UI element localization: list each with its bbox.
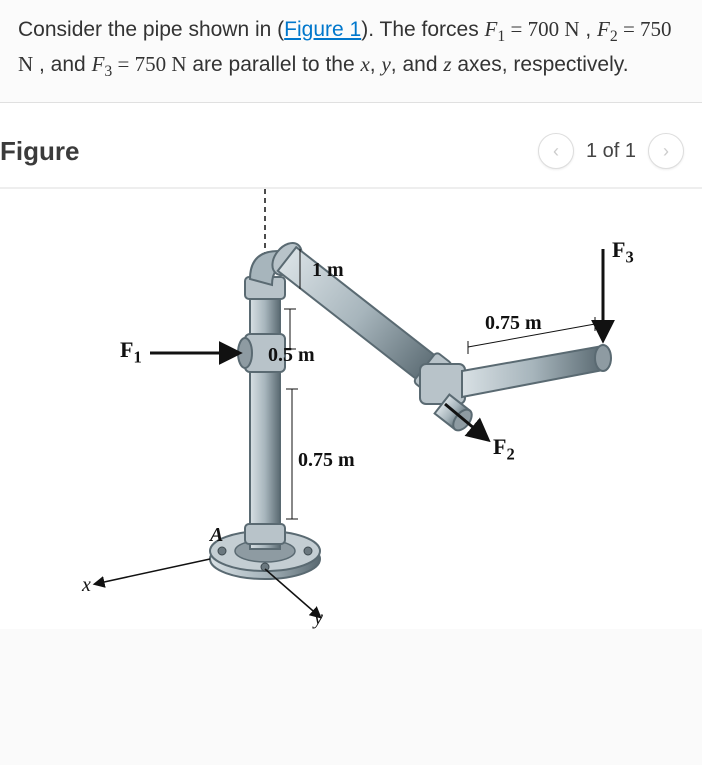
dim-075m-horiz: 0.75 m — [485, 312, 542, 335]
next-figure-button[interactable]: › — [648, 133, 684, 169]
label-f1: F1 — [120, 337, 142, 367]
figure-link[interactable]: Figure 1 — [284, 18, 361, 41]
chevron-right-icon: › — [663, 141, 669, 162]
axis-y-label: y — [314, 607, 323, 630]
sep1: , — [580, 18, 598, 41]
figure-section: Figure ‹ 1 of 1 › — [0, 103, 702, 629]
figure-title: Figure — [0, 136, 79, 167]
c1: , — [370, 53, 382, 76]
prev-figure-button[interactable]: ‹ — [538, 133, 574, 169]
chevron-left-icon: ‹ — [553, 141, 559, 162]
label-f3: F3 — [612, 237, 634, 267]
f2-sub: 2 — [610, 28, 618, 45]
sep2: , and — [33, 53, 91, 76]
problem-text-2: ). The forces — [361, 18, 484, 41]
figure-canvas: F1 F2 F3 1 m 0.5 m 0.75 m 0.75 m A x y — [0, 189, 702, 629]
problem-text-1: Consider the pipe shown in ( — [18, 18, 284, 41]
f3-val: = 750 N — [112, 52, 186, 76]
figure-header: Figure ‹ 1 of 1 › — [0, 133, 702, 189]
f1-val: = 700 N — [505, 17, 579, 41]
dim-05m: 0.5 m — [268, 344, 315, 367]
point-a: A — [210, 524, 223, 547]
problem-text-3: are parallel to the — [187, 53, 361, 76]
axis-y: y — [381, 52, 390, 76]
pipe-diagram — [0, 189, 702, 629]
figure-pager: ‹ 1 of 1 › — [538, 133, 684, 169]
dim-1m: 1 m — [312, 259, 344, 282]
axis-x: x — [360, 52, 369, 76]
f1-var: F — [485, 17, 498, 41]
problem-tail: axes, respectively. — [452, 53, 629, 76]
axis-z: z — [443, 52, 451, 76]
f3-var: F — [92, 52, 105, 76]
dim-075m-vert: 0.75 m — [298, 449, 355, 472]
problem-statement: Consider the pipe shown in (Figure 1). T… — [0, 0, 702, 103]
axis-x-label: x — [82, 574, 91, 597]
pager-text: 1 of 1 — [586, 140, 636, 163]
c2: , and — [391, 53, 444, 76]
label-f2: F2 — [493, 434, 515, 464]
f2-var: F — [597, 17, 610, 41]
